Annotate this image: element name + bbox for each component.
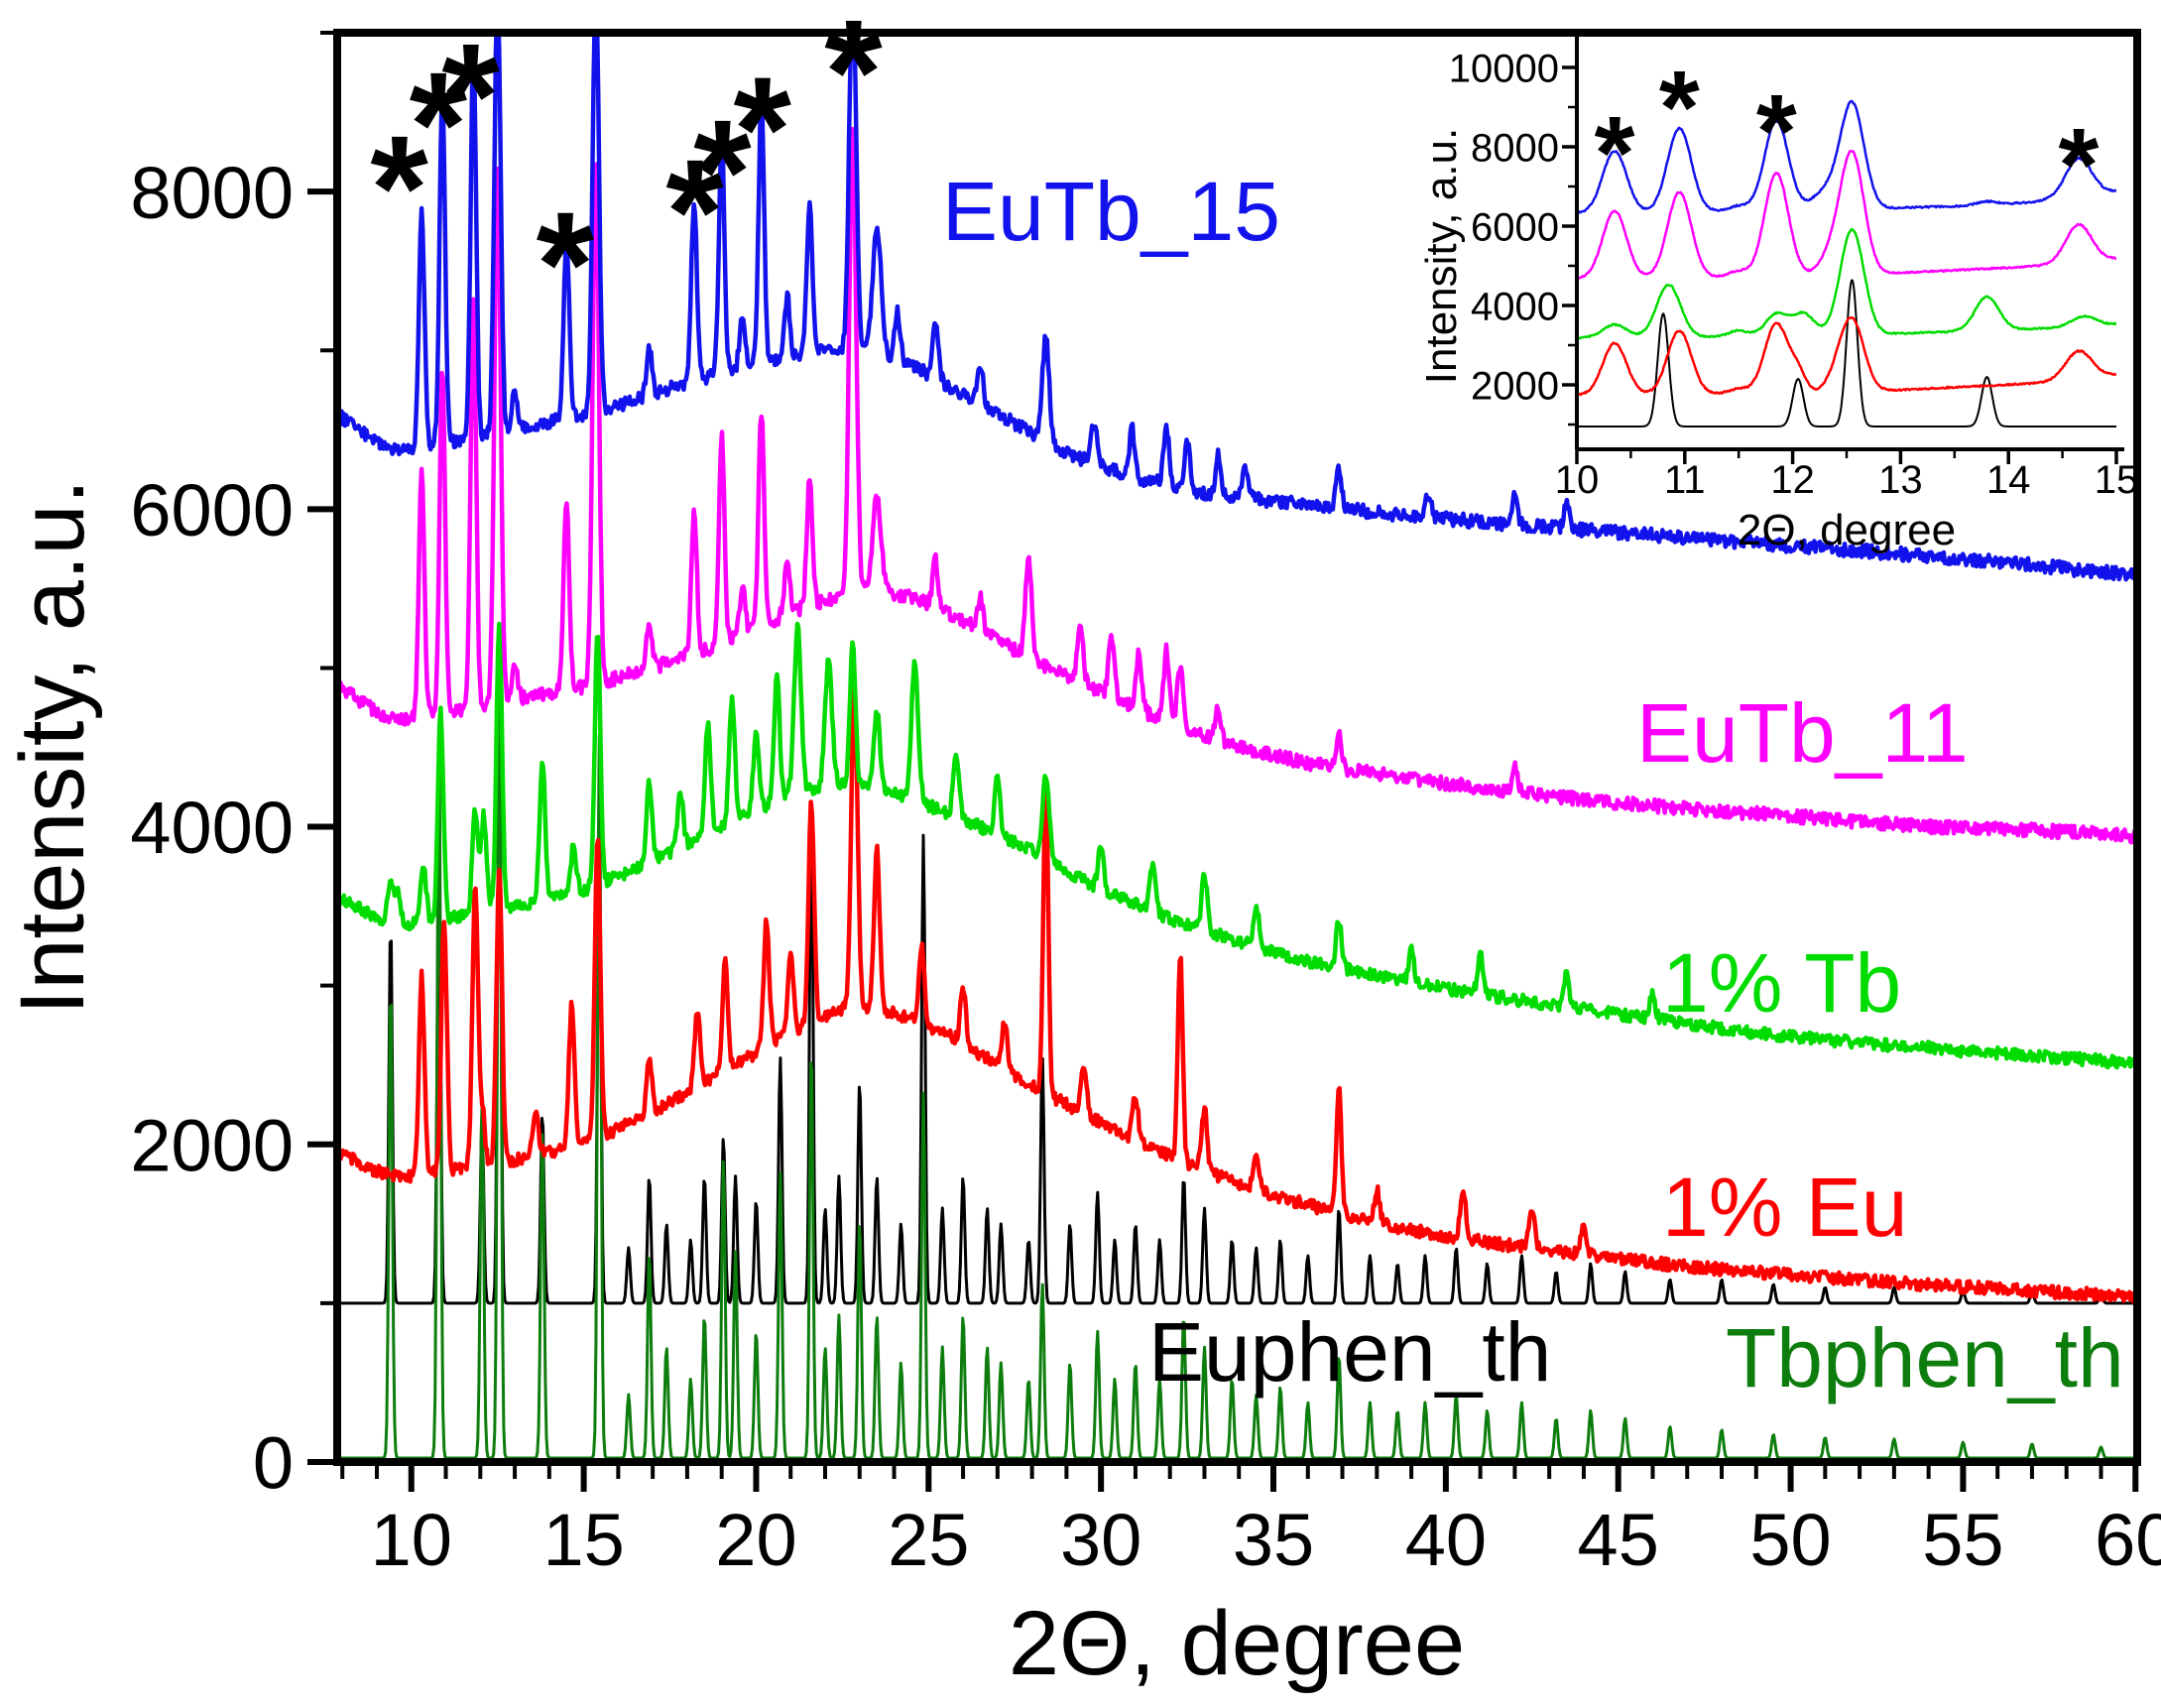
y-tick-label: 2000	[130, 1104, 294, 1186]
curve-label-euphen-th: Euphen_th	[1148, 1305, 1551, 1399]
y-tick-label: 8000	[1471, 126, 1559, 170]
curve-eutb-11	[1577, 149, 2116, 280]
asterisk-peak-marker: *	[537, 181, 595, 347]
curve-1-tb	[337, 621, 2137, 1070]
curve-label-tbphen-th: Tbphen_th	[1726, 1311, 2124, 1404]
x-tick-label: 12	[1770, 458, 1815, 502]
y-tick-label: 10000	[1449, 47, 1559, 90]
x-axis-title: 2Θ, degree	[1009, 1593, 1465, 1694]
asterisk-peak-marker: *	[1756, 73, 1797, 189]
curve-eutb-11	[337, 126, 2137, 845]
y-tick-label: 4000	[1471, 285, 1559, 328]
curve-euphen-th	[1577, 279, 2116, 427]
curve-label-1-tb: 1% Tb	[1662, 936, 1901, 1030]
curve-1-eu	[1577, 316, 2116, 397]
asterisk-peak-marker: *	[1595, 95, 1635, 211]
x-tick-label: 15	[542, 1499, 624, 1581]
curve-1-tb	[1577, 227, 2116, 340]
x-tick-label: 14	[1986, 458, 2031, 502]
curve-eutb-15	[337, 33, 2137, 582]
asterisk-peak-marker: *	[441, 12, 500, 179]
x-tick-label: 40	[1405, 1499, 1487, 1581]
x-tick-label: 20	[715, 1499, 796, 1581]
y-axis-title: Intensity, a.u.	[2, 479, 103, 1015]
curve-label-1-eu: 1% Eu	[1662, 1160, 1908, 1254]
asterisk-peak-marker: *	[1659, 50, 1700, 166]
x-tick-label: 13	[1878, 458, 1923, 502]
x-tick-label: 50	[1749, 1499, 1831, 1581]
curve-euphen-th	[337, 722, 2137, 1305]
asterisk-peak-marker: *	[665, 128, 724, 295]
x-tick-label: 10	[371, 1499, 452, 1581]
asterisk-peak-marker: *	[2058, 107, 2099, 223]
x-tick-label: 60	[2095, 1499, 2161, 1581]
y-tick-label: 4000	[130, 787, 294, 869]
x-tick-label: 55	[1922, 1499, 2003, 1581]
inset-curves	[1577, 99, 2116, 427]
x-tick-label: 15	[2095, 458, 2139, 502]
y-tick-label: 2000	[1471, 364, 1559, 408]
asterisk-peak-marker: *	[410, 41, 468, 207]
x-tick-label: 45	[1578, 1499, 1659, 1581]
curve-1-eu	[337, 684, 2137, 1304]
y-tick-label: 6000	[130, 469, 294, 551]
y-tick-label: 8000	[130, 152, 294, 234]
x-tick-label: 10	[1555, 458, 1600, 502]
curve-label-eutb-15: EuTb_15	[942, 165, 1280, 258]
y-axis-title: Intensity, a.u.	[1417, 128, 1466, 384]
asterisk-peak-marker: *	[693, 88, 752, 255]
curve-label-eutb-11: EuTb_11	[1636, 686, 1969, 780]
y-tick-label: 0	[253, 1422, 294, 1505]
x-tick-label: 30	[1060, 1499, 1141, 1581]
inset-plot: 10 11 12 13 14 15 2000 4000 6000 8000 10000 2Θ, deg…	[1417, 33, 2138, 554]
x-tick-label: 35	[1233, 1499, 1314, 1581]
x-axis-title: 2Θ, degree	[1738, 506, 1956, 554]
curve-eutb-15	[1577, 99, 2116, 215]
y-tick-label: 6000	[1471, 205, 1559, 249]
x-tick-label: 25	[888, 1499, 969, 1581]
asterisk-peak-marker: *	[824, 0, 883, 155]
asterisk-peak-marker: *	[734, 46, 792, 212]
asterisk-peak-marker: *	[370, 104, 428, 271]
x-tick-label: 11	[1664, 458, 1706, 502]
